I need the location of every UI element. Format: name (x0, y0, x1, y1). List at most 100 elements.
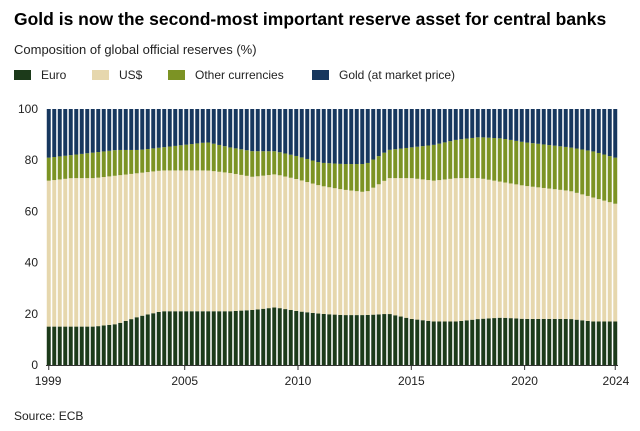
bar-segment-other-currencies (316, 162, 321, 186)
bar-segment-us (508, 183, 513, 319)
bar-segment-other-currencies (52, 157, 57, 181)
bar-segment-euro (167, 311, 172, 365)
bar-segment-euro (442, 321, 447, 365)
bar-segment-gold-at-market-price (233, 109, 238, 149)
bar-segment-other-currencies (327, 163, 332, 188)
source-note: Source: ECB (14, 409, 84, 423)
bar-segment-euro (74, 326, 79, 365)
bar-segment-gold-at-market-price (393, 109, 398, 150)
x-tick-label: 2015 (398, 374, 425, 388)
x-tick-label: 2024 (603, 374, 630, 388)
bar-segment-other-currencies (459, 139, 464, 179)
bar-segment-euro (184, 311, 189, 365)
bar-segment-gold-at-market-price (492, 109, 497, 139)
bar-segment-gold-at-market-price (481, 109, 486, 138)
bar-segment-euro (591, 321, 596, 365)
bar-segment-euro (371, 314, 376, 365)
bar-segment-us (162, 170, 167, 312)
bar-segment-other-currencies (338, 163, 343, 190)
bar-segment-euro (299, 311, 304, 365)
bar-segment-other-currencies (250, 151, 255, 177)
bar-segment-us (239, 174, 244, 311)
bar-segment-us (305, 182, 310, 313)
bar-segment-euro (90, 326, 95, 365)
bar-segment-gold-at-market-price (497, 109, 502, 139)
bar-segment-us (112, 175, 117, 325)
bar-segment-gold-at-market-price (580, 109, 585, 150)
bar-segment-other-currencies (343, 164, 348, 190)
bar-segment-euro (514, 318, 519, 365)
bar-segment-other-currencies (596, 152, 601, 200)
bar-segment-euro (173, 311, 178, 365)
bar-segment-other-currencies (415, 146, 420, 179)
bar-segment-gold-at-market-price (129, 109, 134, 150)
bar-segment-euro (332, 314, 337, 365)
bar-segment-other-currencies (57, 156, 62, 180)
bar-segment-us (85, 178, 90, 327)
bar-segment-us (492, 180, 497, 319)
bar-segment-other-currencies (134, 149, 139, 174)
bar-segment-gold-at-market-price (310, 109, 315, 161)
bar-segment-us (189, 170, 194, 312)
bar-segment-us (464, 178, 469, 321)
bar-segment-euro (79, 326, 84, 365)
bar-segment-gold-at-market-price (404, 109, 409, 148)
bar-segment-euro (585, 320, 590, 365)
bar-segment-euro (492, 318, 497, 365)
bar-segment-euro (206, 311, 211, 365)
bar-segment-euro (536, 318, 541, 365)
bar-segment-us (96, 177, 101, 327)
bar-segment-gold-at-market-price (112, 109, 117, 151)
bar-segment-other-currencies (112, 150, 117, 176)
bar-segment-gold-at-market-price (569, 109, 574, 148)
legend-swatch-euro (14, 70, 31, 80)
bar-segment-other-currencies (514, 140, 519, 185)
bar-segment-us (519, 185, 524, 319)
bar-segment-gold-at-market-price (288, 109, 293, 155)
bar-segment-euro (244, 310, 249, 365)
bar-segment-gold-at-market-price (426, 109, 431, 146)
bar-segment-gold-at-market-price (255, 109, 260, 152)
bar-segment-us (525, 186, 530, 319)
bar-segment-euro (404, 317, 409, 365)
bar-segment-us (497, 181, 502, 318)
bar-segment-euro (448, 321, 453, 365)
bar-segment-euro (156, 311, 161, 365)
bar-segment-gold-at-market-price (123, 109, 128, 150)
bar-segment-euro (525, 318, 530, 365)
bar-segment-other-currencies (580, 149, 585, 195)
bar-segment-euro (96, 326, 101, 365)
bar-segment-us (475, 178, 480, 320)
bar-segment-euro (222, 311, 227, 365)
bar-segment-other-currencies (486, 137, 491, 180)
bar-segment-other-currencies (85, 153, 90, 179)
bar-segment-other-currencies (184, 144, 189, 171)
bar-segment-us (514, 184, 519, 319)
bar-segment-us (602, 200, 607, 322)
bar-segment-us (266, 175, 271, 309)
bar-segment-other-currencies (255, 151, 260, 177)
bar-segment-euro (52, 326, 57, 365)
bar-segment-other-currencies (448, 141, 453, 179)
bar-segment-euro (519, 318, 524, 365)
bar-segment-euro (233, 310, 238, 365)
bar-segment-euro (63, 326, 68, 365)
bar-segment-euro (420, 320, 425, 365)
legend-item-usd: US$ (92, 68, 142, 82)
bar-segment-gold-at-market-price (222, 109, 227, 147)
bar-segment-gold-at-market-price (266, 109, 271, 152)
bar-segment-other-currencies (101, 151, 106, 178)
bar-segment-gold-at-market-price (514, 109, 519, 141)
bar-segment-euro (118, 322, 123, 365)
bar-segment-euro (508, 318, 513, 365)
bar-segment-us (244, 175, 249, 311)
bar-segment-us (558, 189, 563, 319)
bar-segment-other-currencies (569, 147, 574, 192)
bar-segment-other-currencies (404, 147, 409, 179)
bar-segment-euro (354, 315, 359, 365)
bar-segment-euro (547, 318, 552, 365)
bar-segment-other-currencies (156, 147, 161, 171)
bar-segment-euro (596, 321, 601, 365)
bar-segment-gold-at-market-price (305, 109, 310, 159)
bar-segment-gold-at-market-price (415, 109, 420, 147)
